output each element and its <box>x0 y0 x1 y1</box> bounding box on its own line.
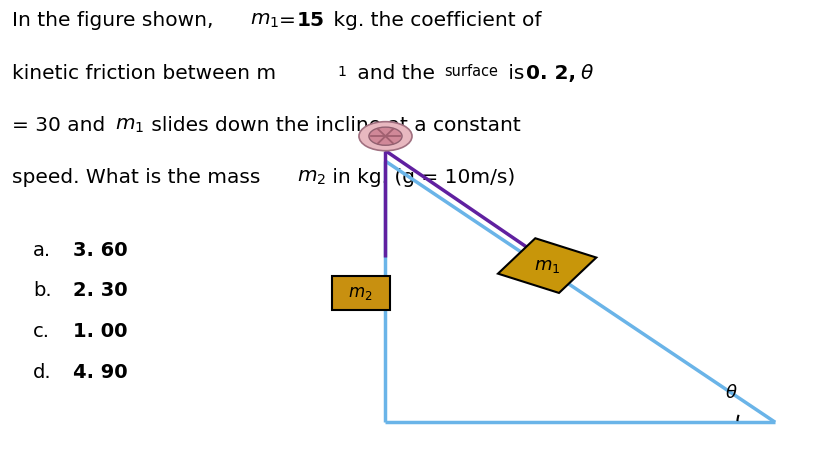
Text: 1: 1 <box>337 65 346 79</box>
Text: b.: b. <box>33 281 51 301</box>
Text: In the figure shown,: In the figure shown, <box>12 11 220 30</box>
Text: and the: and the <box>351 64 435 83</box>
Text: surface: surface <box>444 64 498 79</box>
Circle shape <box>368 127 402 145</box>
Text: in kg. (g = 10m/s): in kg. (g = 10m/s) <box>325 168 514 187</box>
Text: $m_2$: $m_2$ <box>296 168 325 187</box>
Text: 0. 2,: 0. 2, <box>526 64 583 83</box>
Polygon shape <box>498 238 595 293</box>
Text: a.: a. <box>33 241 51 260</box>
Text: is: is <box>502 64 531 83</box>
Text: $m_1$: $m_1$ <box>533 257 560 275</box>
Text: 3. 60: 3. 60 <box>73 241 128 260</box>
Text: kg. the coefficient of: kg. the coefficient of <box>327 11 542 30</box>
Text: d.: d. <box>33 363 51 382</box>
Text: speed. What is the mass: speed. What is the mass <box>12 168 267 187</box>
Text: 2. 30: 2. 30 <box>73 281 128 301</box>
Text: $m_1$: $m_1$ <box>250 11 279 30</box>
Text: 1. 00: 1. 00 <box>73 322 128 341</box>
Text: $\theta$: $\theta$ <box>580 64 594 83</box>
Text: $m_1$: $m_1$ <box>115 116 144 135</box>
Text: =: = <box>278 11 301 30</box>
Text: = 30 and: = 30 and <box>12 116 112 135</box>
Circle shape <box>359 122 412 151</box>
Text: $m_2$: $m_2$ <box>348 284 373 302</box>
Polygon shape <box>331 276 389 310</box>
Text: 4. 90: 4. 90 <box>73 363 128 382</box>
Text: slides down the incline at a constant: slides down the incline at a constant <box>145 116 520 135</box>
Text: 15: 15 <box>296 11 325 30</box>
Text: θ: θ <box>724 384 735 402</box>
Text: c.: c. <box>33 322 51 341</box>
Text: kinetic friction between m: kinetic friction between m <box>12 64 277 83</box>
